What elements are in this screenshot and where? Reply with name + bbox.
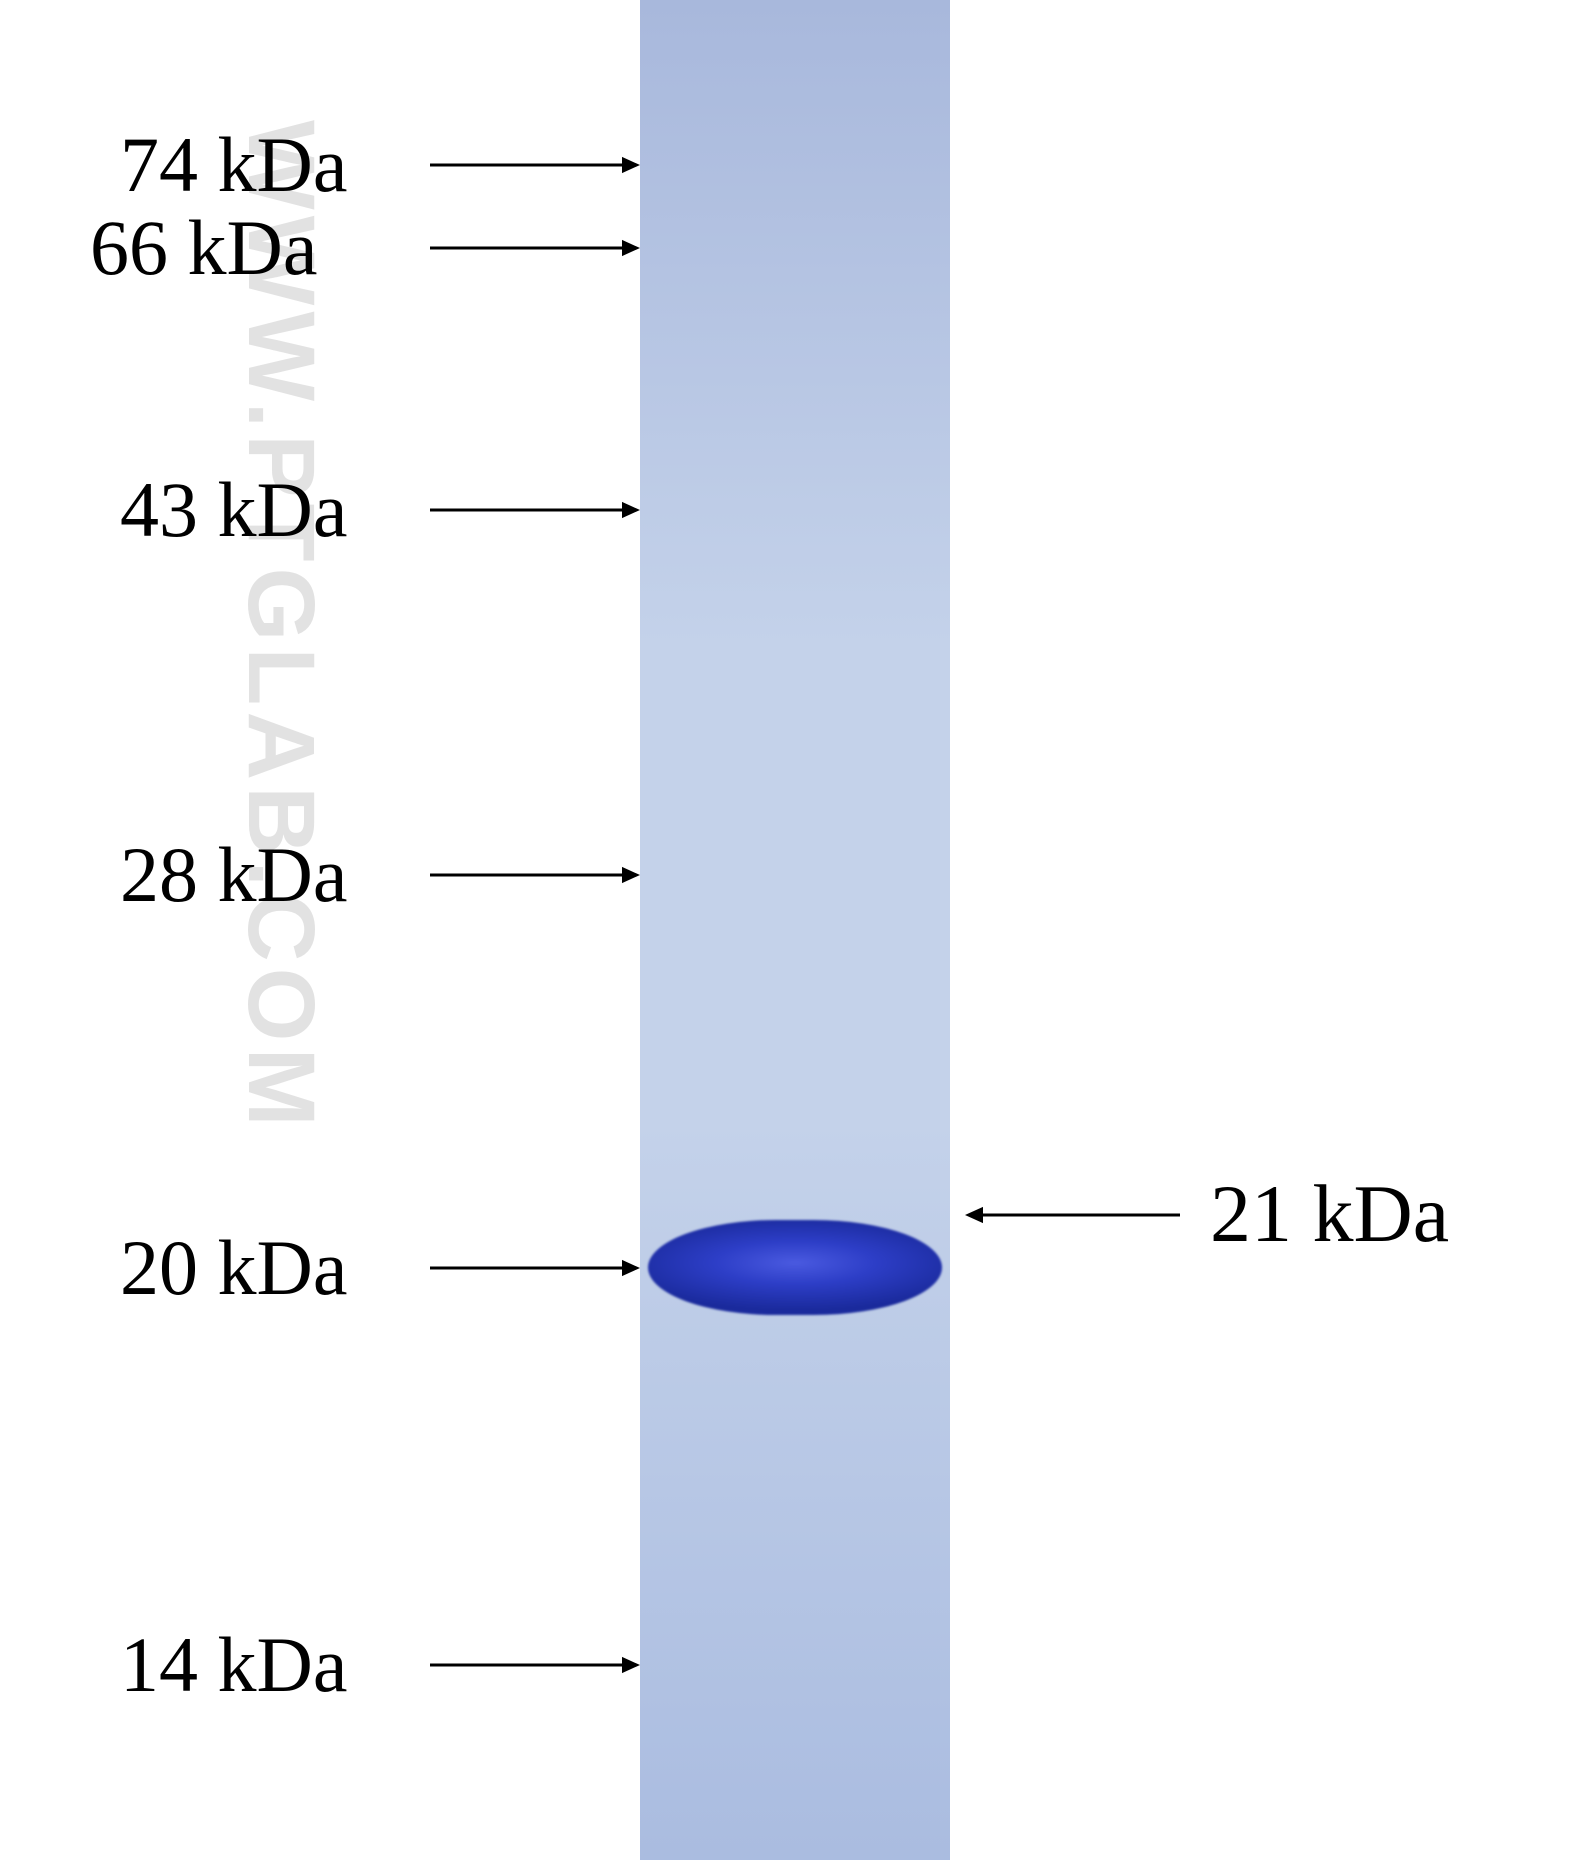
marker-label-left-4: 20 kDa: [120, 1223, 347, 1313]
marker-label-left-1: 66 kDa: [90, 203, 317, 293]
marker-label-right-0: 21 kDa: [1210, 1167, 1449, 1261]
marker-label-left-5: 14 kDa: [120, 1620, 347, 1710]
marker-label-left-2: 43 kDa: [120, 465, 347, 555]
protein-band: [648, 1220, 942, 1315]
gel-lane: [640, 0, 950, 1860]
marker-label-left-0: 74 kDa: [120, 120, 347, 210]
marker-label-left-3: 28 kDa: [120, 830, 347, 920]
